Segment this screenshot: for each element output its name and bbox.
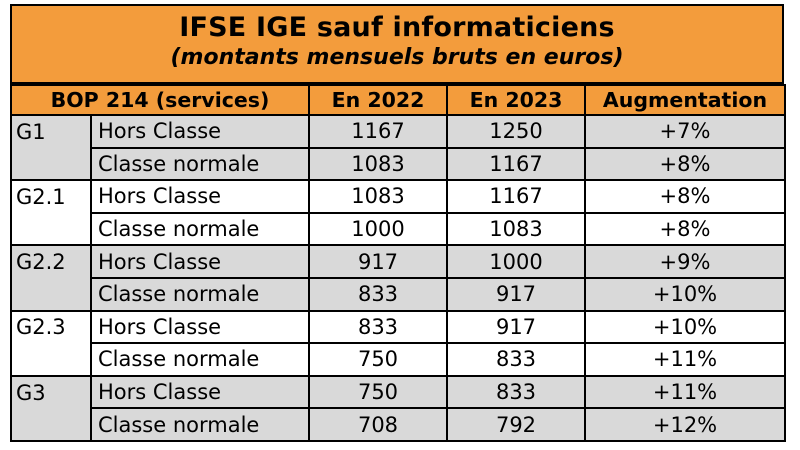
table-row: G2.2 Hors Classe 917 1000 +9%: [10, 244, 786, 279]
amount-2023-cell: 917: [446, 276, 586, 312]
amount-2022-cell: 708: [308, 407, 448, 442]
grade-cell: G2.3: [10, 309, 92, 344]
classe-cell: Classe normale: [90, 276, 310, 312]
amount-2023-cell: 1250: [446, 114, 586, 149]
grade-cell: [10, 343, 92, 377]
amount-2023-cell: 1167: [446, 179, 586, 214]
amount-2022-cell: 1083: [308, 146, 448, 182]
table-row: G1 Hors Classe 1167 1250 +7%: [10, 114, 786, 149]
augmentation-cell: +11%: [584, 374, 786, 410]
classe-cell: Hors Classe: [90, 309, 310, 345]
table-row: Classe normale 833 917 +10%: [10, 276, 786, 312]
grade-cell: G2.1: [10, 179, 92, 213]
augmentation-cell: +10%: [584, 309, 786, 345]
table-row: G2.1 Hors Classe 1083 1167 +8%: [10, 179, 786, 214]
classe-cell: Classe normale: [90, 211, 310, 247]
grade-cell: [10, 408, 92, 442]
augmentation-cell: +9%: [584, 244, 786, 279]
grade-cell: G1: [10, 114, 92, 148]
classe-cell: Classe normale: [90, 407, 310, 442]
header-row: BOP 214 (services) En 2022 En 2023 Augme…: [10, 84, 786, 116]
data-table: BOP 214 (services) En 2022 En 2023 Augme…: [10, 84, 786, 442]
augmentation-cell: +12%: [584, 407, 786, 442]
augmentation-cell: +11%: [584, 342, 786, 377]
amount-2022-cell: 750: [308, 342, 448, 377]
amount-2023-cell: 1167: [446, 146, 586, 182]
table-row: G3 Hors Classe 750 833 +11%: [10, 374, 786, 410]
amount-2023-cell: 1083: [446, 211, 586, 247]
header-2022: En 2022: [308, 84, 448, 116]
table-row: Classe normale 708 792 +12%: [10, 407, 786, 442]
header-bop: BOP 214 (services): [10, 84, 310, 116]
amount-2023-cell: 792: [446, 407, 586, 442]
classe-cell: Classe normale: [90, 146, 310, 182]
table-body: G1 Hors Classe 1167 1250 +7% Classe normale 10…: [10, 114, 786, 442]
table-subtitle: (montants mensuels bruts en euros): [170, 45, 624, 70]
grade-cell: G2.2: [10, 244, 92, 278]
grade-cell: [10, 277, 92, 312]
augmentation-cell: +8%: [584, 146, 786, 182]
classe-cell: Classe normale: [90, 342, 310, 377]
table-row: G2.3 Hors Classe 833 917 +10%: [10, 309, 786, 345]
amount-2023-cell: 1000: [446, 244, 586, 279]
classe-cell: Hors Classe: [90, 244, 310, 279]
table-row: Classe normale 1083 1167 +8%: [10, 146, 786, 182]
grade-cell: G3: [10, 374, 92, 409]
augmentation-cell: +10%: [584, 276, 786, 312]
amount-2022-cell: 917: [308, 244, 448, 279]
header-2023: En 2023: [446, 84, 586, 116]
amount-2022-cell: 750: [308, 374, 448, 410]
amount-2022-cell: 1000: [308, 211, 448, 247]
grade-cell: [10, 147, 92, 182]
header-augmentation: Augmentation: [584, 84, 786, 116]
amount-2022-cell: 1167: [308, 114, 448, 149]
classe-cell: Hors Classe: [90, 114, 310, 149]
title-block: IFSE IGE sauf informaticiens (montants m…: [10, 4, 784, 84]
augmentation-cell: +8%: [584, 179, 786, 214]
augmentation-cell: +8%: [584, 211, 786, 247]
classe-cell: Hors Classe: [90, 179, 310, 214]
amount-2023-cell: 917: [446, 309, 586, 345]
amount-2022-cell: 833: [308, 309, 448, 345]
amount-2023-cell: 833: [446, 342, 586, 377]
amount-2022-cell: 833: [308, 276, 448, 312]
amount-2022-cell: 1083: [308, 179, 448, 214]
ifse-table: IFSE IGE sauf informaticiens (montants m…: [10, 4, 786, 442]
classe-cell: Hors Classe: [90, 374, 310, 410]
table-title: IFSE IGE sauf informaticiens: [179, 12, 615, 43]
grade-cell: [10, 212, 92, 247]
augmentation-cell: +7%: [584, 114, 786, 149]
table-row: Classe normale 750 833 +11%: [10, 342, 786, 377]
table-row: Classe normale 1000 1083 +8%: [10, 211, 786, 247]
amount-2023-cell: 833: [446, 374, 586, 410]
